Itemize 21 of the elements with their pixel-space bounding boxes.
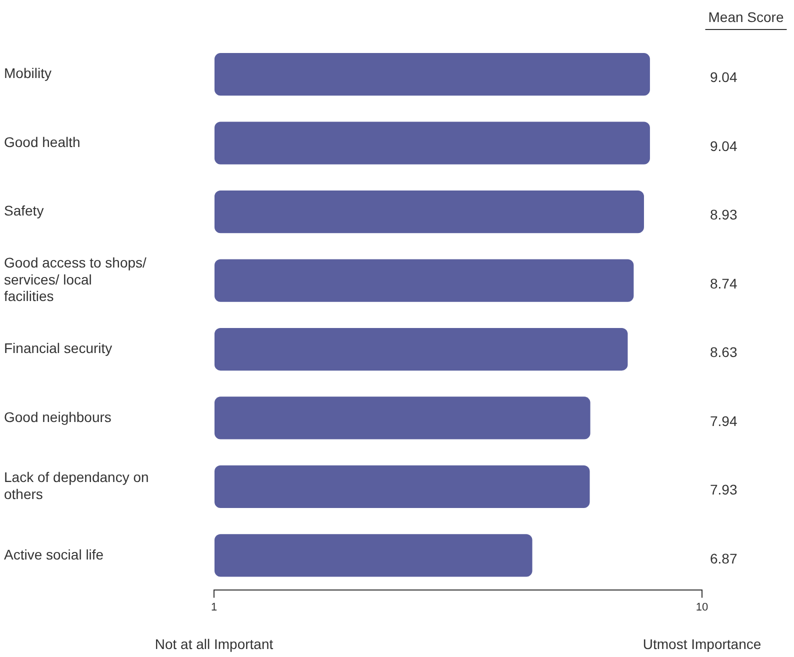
text: Not at all Important — [154, 636, 274, 652]
text: Utmost Importance — [642, 636, 762, 652]
data-label: 6.87 — [710, 550, 738, 566]
x-tick-label: 1 — [210, 601, 218, 614]
y-tick-label: Financial security — [4, 340, 112, 356]
y-tick-label: Good neighbours — [4, 408, 112, 425]
y-tick-label: Safety — [4, 202, 44, 219]
x-tick-label: 10 — [696, 601, 708, 614]
data-label: 7.94 — [710, 412, 738, 429]
data-label: 9.04 — [710, 138, 738, 154]
y-tick-label: Mobility — [4, 65, 52, 82]
y-tick-label: Active social life — [4, 546, 104, 562]
data-label: 8.63 — [710, 344, 738, 360]
text: Mean Score — [708, 8, 784, 25]
y-tick-label: Good health — [4, 134, 80, 150]
y-tick-label: Lack of dependancy on others — [4, 469, 149, 502]
data-label: 7.93 — [710, 482, 738, 498]
data-label: 8.74 — [710, 275, 738, 292]
y-tick-label: Good access to shops/ services/ local facilities — [4, 254, 147, 304]
data-label: 9.04 — [710, 69, 738, 86]
data-label: 8.93 — [710, 206, 738, 223]
